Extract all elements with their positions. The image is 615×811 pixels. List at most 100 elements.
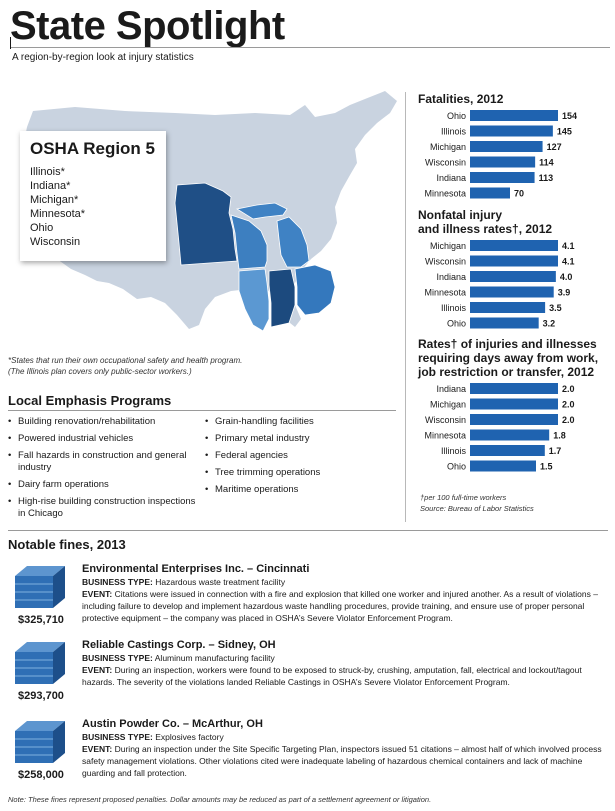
business-type-value: Explosives factory bbox=[155, 732, 224, 742]
business-type-value: Aluminum manufacturing facility bbox=[154, 653, 275, 663]
fine-company: Reliable Castings Corp. – Sidney, OH bbox=[82, 639, 276, 651]
bar-value-label: 1.8 bbox=[553, 431, 566, 441]
region-state: Minnesota* bbox=[30, 208, 86, 220]
bar-value-label: 113 bbox=[539, 173, 554, 183]
business-type-value: Hazardous waste treatment facility bbox=[155, 577, 286, 587]
bullet-icon: • bbox=[8, 416, 12, 427]
list-item: • Dairy farm operations bbox=[8, 479, 204, 491]
bar-value-label: 1.7 bbox=[549, 446, 562, 456]
fine-amount: $258,000 bbox=[18, 769, 64, 781]
bar-category-label: Indiana bbox=[436, 384, 466, 394]
list-item: • Building renovation/rehabilitation bbox=[8, 416, 204, 428]
map-footnote-line: *States that run their own occupational … bbox=[8, 356, 243, 365]
region-box: OSHA Region 5 Illinois* Indiana* Michiga… bbox=[20, 131, 166, 261]
fine-business-type: BUSINESS TYPE: Aluminum manufacturing fa… bbox=[82, 652, 604, 664]
fine-event: EVENT: During an inspection under the Si… bbox=[82, 743, 604, 779]
business-type-label: BUSINESS TYPE: bbox=[82, 732, 153, 742]
chart-title-line: Rates† of injuries and illnesses bbox=[418, 337, 597, 351]
fine-event: EVENT: Citations were issued in connecti… bbox=[82, 588, 604, 624]
event-text: During an inspection under the Site Spec… bbox=[82, 744, 602, 778]
event-text: During an inspection, workers were found… bbox=[82, 665, 582, 687]
local-emphasis-title: Local Emphasis Programs bbox=[8, 393, 172, 408]
list-item-text: Federal agencies bbox=[215, 450, 288, 461]
bar bbox=[470, 156, 536, 168]
state-indiana bbox=[268, 268, 296, 328]
local-emphasis-column-2: • Grain-handling facilities • Primary meta… bbox=[205, 416, 401, 501]
bar-category-label: Wisconsin bbox=[425, 257, 466, 267]
bar bbox=[470, 187, 510, 199]
list-item-text: Maritime operations bbox=[215, 484, 299, 495]
bullet-icon: • bbox=[205, 484, 209, 495]
bullet-icon: • bbox=[205, 450, 209, 461]
list-item: • Grain-handling facilities bbox=[205, 416, 401, 428]
header: State Spotlight bbox=[10, 4, 285, 48]
chart-title-line: Nonfatal injury bbox=[418, 208, 503, 222]
bar bbox=[470, 445, 545, 456]
list-item-text: Dairy farm operations bbox=[18, 479, 109, 490]
bullet-icon: • bbox=[8, 496, 12, 507]
us-map: OSHA Region 5 Illinois* Indiana* Michiga… bbox=[5, 83, 405, 343]
list-item: • Tree trimming operations bbox=[205, 467, 401, 479]
rate-notes: †per 100 full-time workers Source: Burea… bbox=[420, 492, 534, 514]
chart-title-line: job restriction or transfer, 2012 bbox=[418, 365, 595, 379]
bar-value-label: 4.1 bbox=[562, 257, 575, 267]
list-item-text: Tree trimming operations bbox=[215, 467, 321, 478]
bar-category-label: Michigan bbox=[430, 241, 466, 251]
bar-value-label: 2.0 bbox=[562, 384, 575, 394]
bottom-note: Note: These fines represent proposed pen… bbox=[8, 795, 432, 804]
bar-category-label: Illinois bbox=[441, 303, 467, 313]
map-footnote-line: (The Illinois plan covers only public-se… bbox=[8, 367, 192, 376]
bar bbox=[470, 398, 558, 410]
fine-event: EVENT: During an inspection, workers wer… bbox=[82, 664, 604, 688]
nonfatal-rates-chart: Nonfatal injury and illness rates†, 2012… bbox=[418, 208, 604, 334]
list-item-text: Building renovation/rehabilitation bbox=[18, 416, 156, 427]
list-item-text: Fall hazards in construction and general… bbox=[18, 450, 187, 473]
fatalities-chart-title: Fatalities, 2012 bbox=[418, 92, 504, 106]
state-michigan bbox=[235, 202, 310, 268]
bullet-icon: • bbox=[205, 433, 209, 444]
bar-category-label: Minnesota bbox=[424, 288, 466, 298]
state-wisconsin bbox=[230, 214, 268, 270]
bar-value-label: 154 bbox=[562, 111, 577, 121]
bar bbox=[470, 125, 553, 137]
bar bbox=[470, 255, 558, 267]
region-title: OSHA Region 5 bbox=[30, 139, 155, 158]
bar bbox=[470, 271, 556, 282]
bar-value-label: 3.5 bbox=[549, 303, 562, 313]
list-item: • Federal agencies bbox=[205, 450, 401, 462]
chart-title-line: requiring days away from work, bbox=[418, 351, 599, 365]
bar bbox=[470, 110, 558, 121]
region-state: Indiana* bbox=[30, 180, 71, 192]
bar-category-label: Michigan bbox=[430, 400, 466, 410]
chart-title-line: and illness rates†, 2012 bbox=[418, 222, 553, 236]
list-item-text: Primary metal industry bbox=[215, 433, 310, 444]
bar-category-label: Ohio bbox=[447, 462, 466, 472]
event-label: EVENT: bbox=[82, 665, 113, 675]
state-illinois bbox=[238, 268, 270, 332]
list-item: • High-rise building construction inspect… bbox=[8, 496, 204, 520]
event-label: EVENT: bbox=[82, 744, 113, 754]
bar bbox=[470, 302, 546, 313]
bar-category-label: Ohio bbox=[447, 111, 466, 121]
list-item-text: Grain-handling facilities bbox=[215, 416, 314, 427]
local-emphasis-rule bbox=[8, 410, 396, 411]
bar-value-label: 114 bbox=[539, 158, 554, 168]
bar-category-label: Ohio bbox=[447, 319, 466, 329]
bar-category-label: Indiana bbox=[436, 272, 466, 282]
bar-category-label: Wisconsin bbox=[425, 415, 466, 425]
days-away-chart-svg: Indiana 2.0 Michigan 2.0 Wisconsin 2.0 Minneso… bbox=[424, 383, 575, 472]
business-type-label: BUSINESS TYPE: bbox=[82, 653, 153, 663]
list-item-text: High-rise building construction inspecti… bbox=[18, 496, 196, 519]
bar bbox=[470, 240, 558, 251]
fine-body: Environmental Enterprises Inc. – Cincinn… bbox=[82, 562, 604, 624]
fatalities-chart-svg: Ohio 154 Illinois 145 Michigan 127 Wisconsin 11… bbox=[424, 110, 577, 199]
money-stack-icon bbox=[15, 721, 65, 763]
days-away-chart-title: Rates† of injuries and illnesses requiri… bbox=[418, 337, 604, 379]
days-away-chart: Rates† of injuries and illnesses requiri… bbox=[418, 337, 604, 477]
state-minnesota bbox=[174, 182, 238, 266]
bar-category-label: Minnesota bbox=[424, 431, 466, 441]
fine-amount: $293,700 bbox=[18, 690, 64, 702]
list-item: • Powered industrial vehicles bbox=[8, 433, 204, 445]
title-rule bbox=[10, 47, 610, 48]
fine-business-type: BUSINESS TYPE: Explosives factory bbox=[82, 731, 604, 743]
